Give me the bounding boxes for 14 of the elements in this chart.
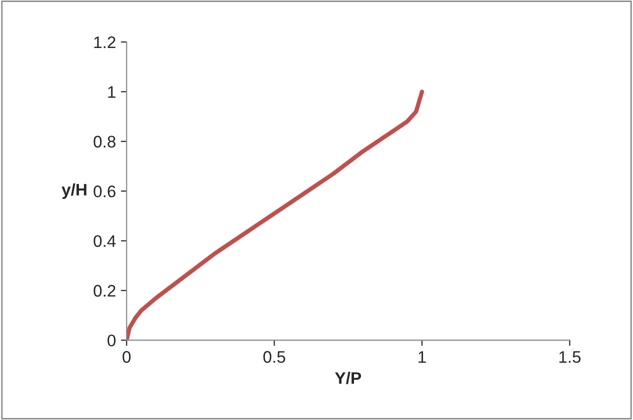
y-axis-title: y/H bbox=[62, 183, 86, 199]
y-tick-label: 0.6 bbox=[94, 186, 116, 198]
y-tick-label: 0.8 bbox=[94, 136, 116, 148]
x-tick-label: 1.5 bbox=[559, 351, 581, 363]
y-tick-label: 0.2 bbox=[94, 284, 116, 297]
x-axis-title: Y/P bbox=[335, 372, 362, 384]
y-tick-label: 0.4 bbox=[94, 235, 116, 248]
x-tick-label: 0 bbox=[122, 351, 131, 363]
y-tick-label: 1.2 bbox=[94, 36, 116, 48]
x-tick-label: 0.5 bbox=[263, 351, 286, 363]
x-tick-label: 1 bbox=[418, 351, 426, 363]
y-tick-label: 1 bbox=[108, 86, 116, 98]
line-series bbox=[126, 90, 424, 340]
y-tick-label: 0 bbox=[108, 334, 116, 346]
